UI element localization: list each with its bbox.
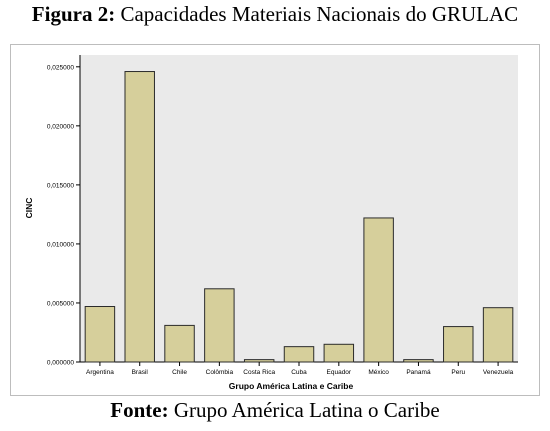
bar-panamá	[403, 359, 434, 363]
bar-equador	[323, 343, 355, 363]
bar-peru	[443, 326, 474, 363]
y-tick-label: 0,010000	[47, 241, 74, 248]
x-tick-label: Cuba	[291, 369, 307, 376]
x-tick-label: Chile	[172, 369, 187, 376]
x-ticks: Argentina Brasil Chile Colômbia Costa Rica Cu…	[86, 362, 514, 376]
y-tick-label: 0,020000	[47, 123, 74, 130]
bar-chile	[164, 324, 195, 363]
y-tick-label: 0,005000	[47, 300, 74, 307]
bar-brasil	[124, 71, 155, 363]
y-ticks: 0,000000 0,005000 0,010000 0,015000 0,020000…	[47, 64, 80, 367]
y-axis-label: CINC	[24, 198, 34, 219]
figure-source: Fonte: Grupo América Latina o Caribe	[0, 398, 550, 423]
bar-cuba	[283, 346, 315, 363]
bar-méxico	[363, 217, 394, 363]
figure-source-text: Grupo América Latina o Caribe	[168, 398, 440, 422]
bar-colômbia	[204, 288, 235, 363]
bar-costa-rica	[243, 359, 275, 363]
x-tick-label: Equador	[327, 369, 352, 376]
x-tick-label: Panamá	[406, 369, 431, 376]
y-tick-label: 0,025000	[47, 64, 74, 71]
x-tick-label: Venezuela	[483, 369, 514, 376]
figure-title-text: Capacidades Materiais Nacionais do GRULA…	[115, 2, 519, 26]
y-tick-label: 0,000000	[47, 360, 74, 367]
x-tick-label: Peru	[451, 369, 465, 376]
x-axis-label: Grupo América Latina e Caribe	[229, 381, 354, 391]
x-tick-label: Brasil	[132, 369, 149, 376]
figure-title-prefix: Figura 2:	[31, 2, 116, 26]
x-tick-label: México	[368, 369, 389, 376]
figure-title: Figura 2: Capacidades Materiais Nacionai…	[0, 2, 550, 27]
x-tick-label: Argentina	[86, 369, 114, 376]
bars	[84, 71, 514, 363]
x-tick-label: Colômbia	[206, 369, 234, 376]
figure-source-prefix: Fonte:	[110, 398, 169, 422]
bar-venezuela	[482, 307, 514, 363]
bar-argentina	[84, 306, 116, 363]
y-tick-label: 0,015000	[47, 182, 74, 189]
x-tick-label: Costa Rica	[243, 369, 275, 376]
